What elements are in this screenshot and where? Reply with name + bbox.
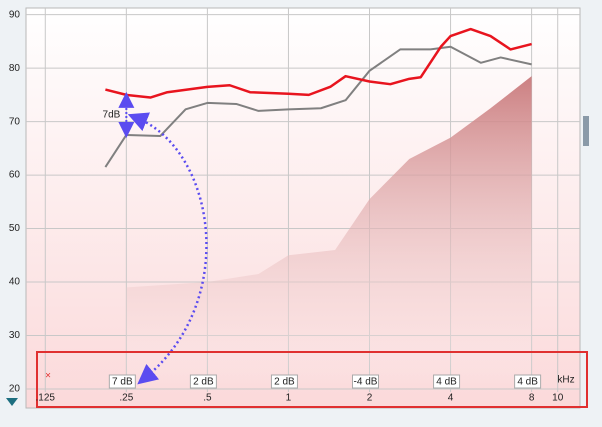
annotation-label: 7dB — [103, 110, 121, 121]
y-tick-label: 90 — [9, 9, 21, 20]
y-tick-label: 80 — [9, 63, 21, 74]
area — [126, 76, 532, 390]
scroll-handle[interactable] — [583, 116, 589, 146]
x-unit: kHz — [557, 375, 574, 386]
gain-label-box — [270, 374, 298, 389]
y-tick-label: 50 — [9, 223, 21, 234]
y-tick-label: 70 — [9, 116, 21, 127]
x-tick-label: 10 — [552, 393, 564, 404]
gain-label: -4 dB — [354, 377, 378, 388]
x-tick-label: 2 — [367, 393, 373, 404]
gain-label: 2 dB — [193, 377, 214, 388]
x-tick-label: 1 — [286, 393, 292, 404]
gain-label-box — [189, 374, 217, 389]
y-tick-label: 40 — [9, 277, 21, 288]
gain-label-box — [514, 374, 542, 389]
gain-label: 4 dB — [517, 377, 538, 388]
marker: × — [45, 371, 51, 382]
gain-label: 4 dB — [436, 377, 457, 388]
y-tick-label: 60 — [9, 170, 21, 181]
x-tick-label: .25 — [119, 393, 133, 404]
highlight-box — [36, 351, 588, 408]
line — [104, 45, 532, 168]
gain-label: 2 dB — [274, 377, 295, 388]
line — [105, 27, 532, 99]
x-tick-label: 4 — [448, 393, 454, 404]
triangle-icon[interactable] — [6, 398, 18, 406]
gain-label-box — [433, 374, 461, 389]
gain-label: 7 dB — [112, 377, 133, 388]
y-tick-label: 20 — [9, 384, 21, 395]
x-tick-label: .125 — [36, 393, 56, 404]
gain-label-box — [108, 374, 136, 389]
x-tick-label: 8 — [529, 393, 535, 404]
gain-label-box — [352, 374, 380, 389]
x-tick-label: .5 — [203, 393, 212, 404]
y-tick-label: 30 — [9, 330, 21, 341]
